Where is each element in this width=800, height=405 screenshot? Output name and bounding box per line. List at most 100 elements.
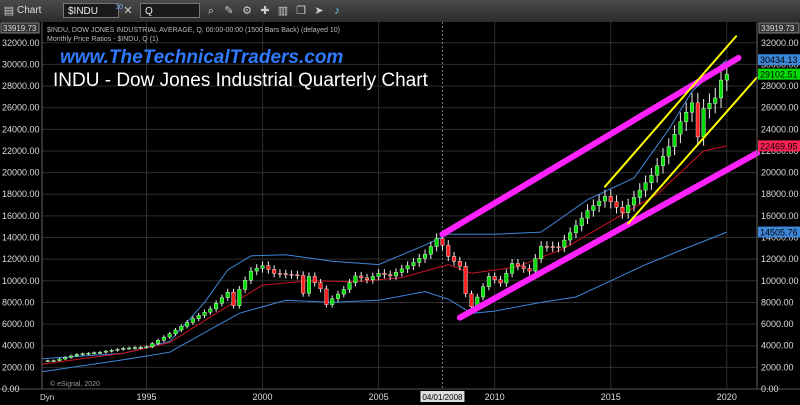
candle-body [63, 357, 68, 360]
y-tick-label-right: 12000.00 [761, 254, 799, 264]
chart-tab-label[interactable]: Chart [17, 5, 42, 16]
candle-body [306, 276, 311, 294]
candle-body [678, 121, 683, 135]
candle-body [74, 354, 79, 357]
x-tick-label: 2010 [485, 392, 505, 402]
candle-body [219, 297, 224, 304]
price-label: 29102.51 [760, 70, 798, 80]
dyn-label[interactable]: Dyn [40, 393, 55, 402]
candle-body [388, 274, 393, 277]
candle-body [562, 239, 567, 248]
candle-body [115, 349, 120, 351]
price-label: 14505.76 [760, 228, 798, 238]
candle-body [597, 200, 602, 206]
candle-body [719, 79, 724, 99]
candle-body [643, 182, 648, 191]
candle-body [452, 256, 457, 262]
y-tick-label-left: 18000.00 [2, 189, 40, 199]
y-tick-label-right: 10000.00 [761, 276, 799, 286]
x-tick-label: 2020 [717, 392, 737, 402]
candle-body [573, 225, 578, 234]
y-tick-label-left: 12000.00 [2, 254, 40, 264]
candle-body [57, 358, 62, 361]
candle-body [138, 347, 143, 349]
candle-body [109, 350, 114, 352]
y-tick-label-left: 2000.00 [2, 362, 35, 372]
candle-body [156, 340, 161, 344]
candle-body [492, 276, 497, 280]
link-icon[interactable]: 10 [115, 4, 123, 11]
x-tick-label: 2000 [253, 392, 273, 402]
candle-body [463, 265, 468, 294]
candle-body [45, 360, 50, 362]
y-tick-label-left: 24000.00 [2, 124, 40, 134]
cursor-icon[interactable]: ➤ [314, 5, 324, 17]
top-value-label-right: 33919.73 [761, 24, 795, 33]
y-tick-label-right: 6000.00 [761, 319, 794, 329]
symbol-input[interactable]: $INDU [63, 3, 119, 18]
candle-body [724, 73, 729, 81]
copy-icon[interactable]: ❐ [296, 5, 306, 17]
zoom-icon[interactable]: ⌕ [207, 5, 215, 17]
axes: 0.00 0.00 2000.00 2000.00 4000.00 4000.00 6000… [0, 22, 800, 402]
y-tick-label-right: 16000.00 [761, 211, 799, 221]
pencil-icon[interactable]: ✎ [224, 5, 234, 17]
quarterly-chart[interactable]: 0.00 0.00 2000.00 2000.00 4000.00 4000.00 6000… [0, 22, 800, 405]
candle-body [370, 276, 375, 280]
y-tick-label-left: 14000.00 [2, 233, 40, 243]
twitter-icon[interactable]: ♪ [334, 5, 340, 17]
candle-body [196, 315, 201, 319]
top-value-box-right [758, 22, 800, 34]
candle-body [527, 268, 532, 272]
candle-body [341, 289, 346, 295]
price-label-box [758, 140, 800, 152]
candle-body [428, 246, 433, 255]
candle-body [457, 261, 462, 267]
candle-body [69, 355, 74, 358]
candle-body [248, 270, 253, 281]
candle-body [277, 273, 282, 275]
price-label: 30434.13 [760, 55, 798, 65]
candle-body [86, 353, 91, 355]
candle-body [51, 360, 56, 362]
y-tick-label-right: 4000.00 [761, 341, 794, 351]
candle-body [214, 303, 219, 310]
candle-body [405, 265, 410, 270]
candle-body [608, 196, 613, 203]
candle-body [602, 196, 607, 202]
candle-body [121, 348, 126, 350]
tool-icon[interactable]: ✚ [260, 5, 270, 17]
chart-header-line1: $INDU, DOW JONES INDUSTRIAL AVERAGE, Q, … [47, 27, 340, 34]
y-tick-label-left: 22000.00 [2, 146, 40, 156]
chart-icon[interactable]: ▤ [3, 5, 15, 17]
y-tick-label-right: 32000.00 [761, 38, 799, 48]
candle-body [684, 112, 689, 122]
interval-input[interactable]: Q [140, 3, 200, 18]
candles [45, 63, 729, 362]
candle-body [167, 333, 172, 338]
candle-body [335, 293, 340, 299]
candle-body [243, 280, 248, 290]
x-tick-label: 2015 [601, 392, 621, 402]
close-icon[interactable]: ✕ [123, 5, 133, 17]
candle-body [365, 277, 370, 280]
y-tick-label-right: 28000.00 [761, 81, 799, 91]
y-tick-label-right: 2000.00 [761, 362, 794, 372]
price-label-box [758, 226, 800, 238]
candle-body [353, 275, 358, 283]
candle-body [637, 189, 642, 198]
candle-body [434, 238, 439, 247]
settings-icon[interactable]: ⚙ [242, 5, 252, 17]
y-tick-label-left: 4000.00 [2, 341, 35, 351]
date-marker-box [420, 391, 465, 402]
bars-icon[interactable]: ▥ [277, 5, 289, 17]
candle-body [179, 326, 184, 331]
x-tick-label: 1995 [136, 392, 156, 402]
candle-body [440, 238, 445, 246]
price-label-box [758, 68, 800, 80]
upper_band-line [41, 59, 728, 360]
candle-body [585, 210, 590, 219]
candle-body [649, 175, 654, 183]
chart-header-line2: Monthly Price Ratios - $INDU, Q (1) [47, 36, 159, 43]
candle-body [515, 263, 520, 267]
